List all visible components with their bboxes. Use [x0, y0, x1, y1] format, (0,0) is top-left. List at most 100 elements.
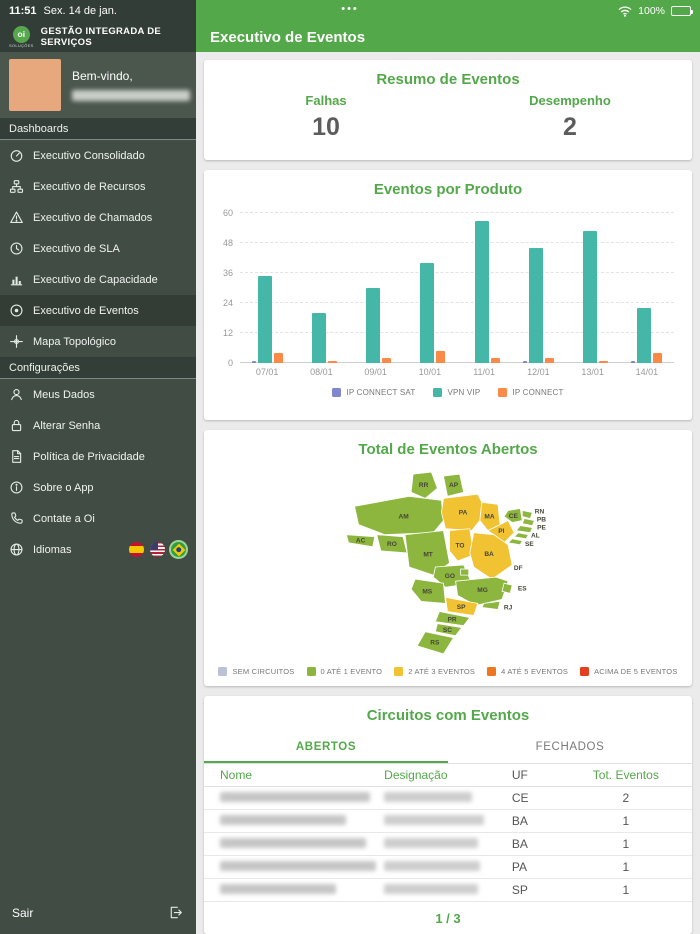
language-flags	[129, 542, 196, 557]
brazil-flag-icon[interactable]	[171, 542, 186, 557]
sidebar-item-label: Idiomas	[33, 543, 72, 556]
sidebar-item-sobre-o-app[interactable]: Sobre o App	[0, 472, 196, 503]
state-label-ES: ES	[518, 585, 527, 592]
sidebar-item-label: Sobre o App	[33, 481, 94, 494]
sidebar-item-alterar-senha[interactable]: Alterar Senha	[0, 410, 196, 441]
table-row[interactable]: SP 1	[204, 879, 692, 902]
content-scroll[interactable]: Resumo de Eventos Falhas 10 Desempenho 2	[196, 52, 700, 934]
sidebar-item-contate-a-oi[interactable]: Contate a Oi	[0, 503, 196, 534]
user-panel: Bem-vindo,	[0, 52, 196, 118]
section-settings: Configurações	[0, 357, 196, 379]
state-BA[interactable]	[469, 532, 513, 580]
sidebar-item-executivo-de-capacidade[interactable]: Executivo de Capacidade	[0, 264, 196, 295]
sidebar-item-executivo-de-chamados[interactable]: Executivo de Chamados	[0, 202, 196, 233]
state-RN[interactable]	[521, 509, 533, 520]
metric-falhas[interactable]: Falhas 10	[204, 93, 448, 142]
more-dots-handle[interactable]: •••	[341, 3, 359, 15]
events-by-product-card: Eventos por Produto 0 12 24 36 48 60 07/01 08/…	[204, 170, 692, 420]
sidebar-item-mapa-topologico[interactable]: Mapa Topológico	[0, 326, 196, 357]
x-tick: 09/01	[364, 367, 387, 377]
state-PB[interactable]	[521, 518, 535, 527]
logout-button[interactable]: Sair	[0, 892, 196, 934]
gauge-icon	[9, 148, 24, 163]
bar-group-10-01[interactable]	[413, 213, 447, 363]
table-body: CE 2 BA 1 BA 1 PA 1 SP 1	[204, 787, 692, 902]
state-AC[interactable]	[345, 534, 376, 548]
table-row[interactable]: BA 1	[204, 833, 692, 856]
state-RJ[interactable]	[481, 600, 501, 610]
bar-vpn-vip	[583, 230, 598, 363]
user-icon	[9, 387, 24, 402]
redacted-designation	[384, 815, 485, 825]
info-icon	[9, 480, 24, 495]
bar-group-08-01[interactable]	[304, 213, 338, 363]
table-row[interactable]: CE 2	[204, 787, 692, 810]
state-SC[interactable]	[434, 623, 463, 637]
state-ES[interactable]	[501, 582, 513, 594]
spain-flag-icon[interactable]	[129, 542, 144, 557]
circuits-card: Circuitos com Eventos ABERTOS FECHADOS N…	[204, 696, 692, 934]
table-row[interactable]: BA 1	[204, 810, 692, 833]
alert-triangle-icon	[9, 210, 24, 225]
state-AL[interactable]	[513, 532, 529, 540]
sidebar-item-politica-de-privacidade[interactable]: Política de Privacidade	[0, 441, 196, 472]
metric-desempenho[interactable]: Desempenho 2	[448, 93, 692, 142]
bar-group-09-01[interactable]	[359, 213, 393, 363]
bar-ip-connect-sat	[251, 360, 256, 363]
sidebar-item-idiomas[interactable]: Idiomas	[0, 534, 196, 565]
table-row[interactable]: PA 1	[204, 856, 692, 879]
state-PA[interactable]	[441, 493, 483, 532]
state-DF[interactable]	[460, 568, 470, 576]
legend-swatch	[498, 388, 508, 397]
map-legend-0-ate-1-evento: 0 ATÉ 1 EVENTO	[306, 667, 383, 676]
state-RR[interactable]	[410, 471, 438, 499]
app-brand: oi SOLUÇÕES GESTÃO INTEGRADA DE SERVIÇOS	[0, 22, 196, 52]
state-label-PB: PB	[537, 517, 546, 524]
sidebar-item-executivo-de-recursos[interactable]: Executivo de Recursos	[0, 171, 196, 202]
redacted-designation	[384, 838, 479, 848]
bar-ip-connect-sat	[631, 360, 636, 363]
tab-fechados[interactable]: FECHADOS	[535, 741, 605, 753]
state-MS[interactable]	[410, 578, 446, 604]
bar-vpn-vip	[420, 263, 435, 363]
sidebar: oi SOLUÇÕES GESTÃO INTEGRADA DE SERVIÇOS…	[0, 22, 196, 934]
col-tot-eventos[interactable]: Tot. Eventos	[592, 768, 659, 782]
cell-total: 1	[622, 860, 630, 874]
state-PE[interactable]	[515, 525, 533, 534]
sidebar-item-label: Executivo de SLA	[33, 242, 120, 255]
sidebar-item-executivo-de-sla[interactable]: Executivo de SLA	[0, 233, 196, 264]
state-label-AP: AP	[449, 482, 459, 489]
state-RS[interactable]	[416, 631, 455, 655]
bar-group-07-01[interactable]	[250, 213, 284, 363]
state-label-PA: PA	[459, 510, 468, 517]
avatar[interactable]	[9, 59, 61, 111]
sidebar-item-executivo-consolidado[interactable]: Executivo Consolidado	[0, 140, 196, 171]
sidebar-item-label: Contate a Oi	[33, 512, 95, 525]
tab-abertos[interactable]: ABERTOS	[204, 732, 448, 763]
state-CE[interactable]	[503, 507, 523, 524]
usa-flag-icon[interactable]	[150, 542, 165, 557]
metric-falhas-value: 10	[312, 113, 340, 141]
col-nome[interactable]: Nome	[220, 768, 253, 782]
sidebar-item-label: Alterar Senha	[33, 419, 101, 432]
state-PR[interactable]	[434, 611, 471, 627]
bar-group-11-01[interactable]	[467, 213, 501, 363]
bar-ip-connect	[436, 350, 446, 363]
state-AM[interactable]	[354, 495, 444, 536]
col-uf[interactable]: UF	[511, 768, 528, 782]
state-SE[interactable]	[507, 538, 523, 546]
state-TO[interactable]	[449, 528, 475, 562]
redacted-name	[220, 861, 376, 871]
state-SP[interactable]	[444, 596, 479, 616]
bar-group-13-01[interactable]	[576, 213, 610, 363]
bar-group-14-01[interactable]	[630, 213, 664, 363]
phone-icon	[9, 511, 24, 526]
sidebar-item-executivo-de-eventos[interactable]: Executivo de Eventos	[0, 295, 196, 326]
state-MG[interactable]	[455, 576, 509, 606]
legend-vpn-vip: VPN VIP	[433, 388, 480, 397]
sidebar-item-meus-dados[interactable]: Meus Dados	[0, 379, 196, 410]
col-designacao[interactable]: Designação	[384, 768, 448, 782]
bar-group-12-01[interactable]	[521, 213, 555, 363]
bar-vpn-vip	[366, 288, 381, 363]
state-AP[interactable]	[442, 473, 465, 497]
